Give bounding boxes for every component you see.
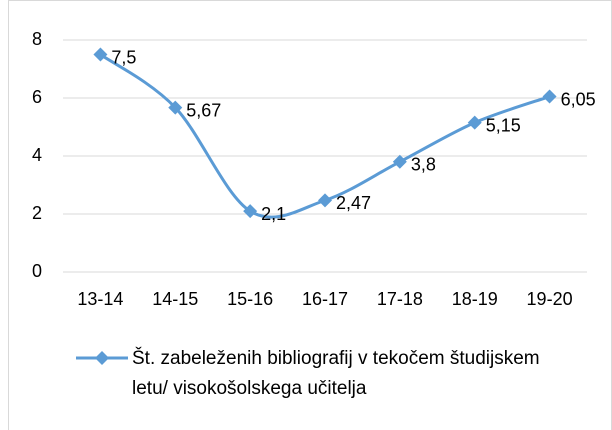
data-label: 3,8 — [411, 155, 436, 175]
x-tick-label: 18-19 — [452, 289, 498, 309]
x-tick-label: 14-15 — [152, 289, 198, 309]
x-tick-label: 13-14 — [77, 289, 123, 309]
y-tick-label: 4 — [32, 145, 42, 165]
data-label: 5,15 — [486, 115, 521, 135]
x-tick-label: 16-17 — [302, 289, 348, 309]
data-label: 2,1 — [261, 204, 286, 224]
data-label: 5,67 — [186, 100, 221, 120]
point-marker — [392, 154, 407, 169]
point-marker — [542, 89, 557, 104]
x-tick-label: 17-18 — [377, 289, 423, 309]
point-marker — [243, 204, 258, 219]
y-tick-label: 0 — [32, 261, 42, 281]
y-tick-label: 8 — [32, 29, 42, 49]
legend-marker — [95, 351, 109, 365]
legend-label: Št. zabeleženih bibliografij v tekočem š… — [132, 348, 540, 399]
point-marker — [467, 115, 482, 130]
x-tick-label: 19-20 — [527, 289, 573, 309]
y-tick-label: 6 — [32, 87, 42, 107]
point-marker — [168, 100, 183, 115]
series-line — [99, 53, 551, 219]
data-label: 2,47 — [336, 193, 371, 213]
x-tick-label: 15-16 — [227, 289, 273, 309]
data-label: 6,05 — [561, 89, 596, 109]
point-marker — [318, 193, 332, 208]
data-label: 7,5 — [111, 47, 136, 67]
y-tick-label: 2 — [32, 203, 42, 223]
point-marker — [93, 47, 108, 62]
